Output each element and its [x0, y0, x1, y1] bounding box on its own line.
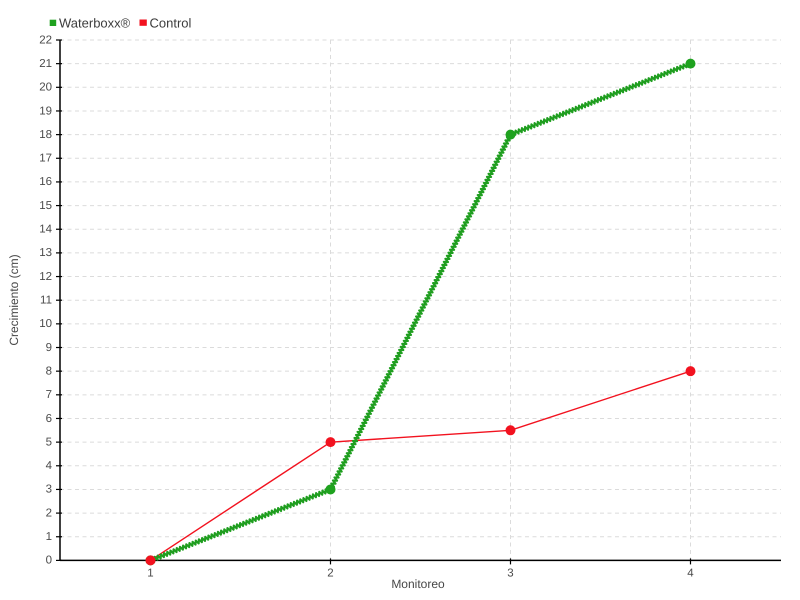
- svg-text:17: 17: [39, 153, 52, 165]
- svg-text:Control: Control: [150, 15, 192, 30]
- svg-text:1: 1: [147, 567, 153, 579]
- svg-text:5: 5: [46, 436, 52, 448]
- svg-text:0: 0: [46, 555, 52, 567]
- svg-text:18: 18: [39, 129, 52, 141]
- svg-text:14: 14: [39, 224, 52, 236]
- svg-text:20: 20: [39, 82, 52, 94]
- svg-text:1: 1: [46, 531, 52, 543]
- svg-text:8: 8: [46, 365, 52, 377]
- svg-text:16: 16: [39, 176, 52, 188]
- svg-text:10: 10: [39, 318, 52, 330]
- svg-text:22: 22: [39, 34, 52, 46]
- svg-text:19: 19: [39, 105, 52, 117]
- svg-text:15: 15: [39, 200, 52, 212]
- svg-text:11: 11: [40, 295, 52, 307]
- svg-text:Crecimiento (cm): Crecimiento (cm): [7, 254, 21, 345]
- svg-text:9: 9: [46, 342, 52, 354]
- svg-text:13: 13: [39, 247, 52, 259]
- svg-text:4: 4: [46, 460, 53, 472]
- svg-text:2: 2: [327, 567, 333, 579]
- svg-text:3: 3: [46, 484, 52, 496]
- svg-text:6: 6: [46, 413, 52, 425]
- svg-text:3: 3: [507, 567, 513, 579]
- svg-text:2: 2: [46, 507, 52, 519]
- svg-text:Waterboxx®: Waterboxx®: [59, 15, 131, 30]
- svg-text:4: 4: [687, 567, 694, 579]
- svg-text:21: 21: [39, 58, 52, 70]
- svg-text:12: 12: [39, 271, 52, 283]
- svg-text:Monitoreo: Monitoreo: [391, 577, 445, 591]
- svg-text:7: 7: [46, 389, 52, 401]
